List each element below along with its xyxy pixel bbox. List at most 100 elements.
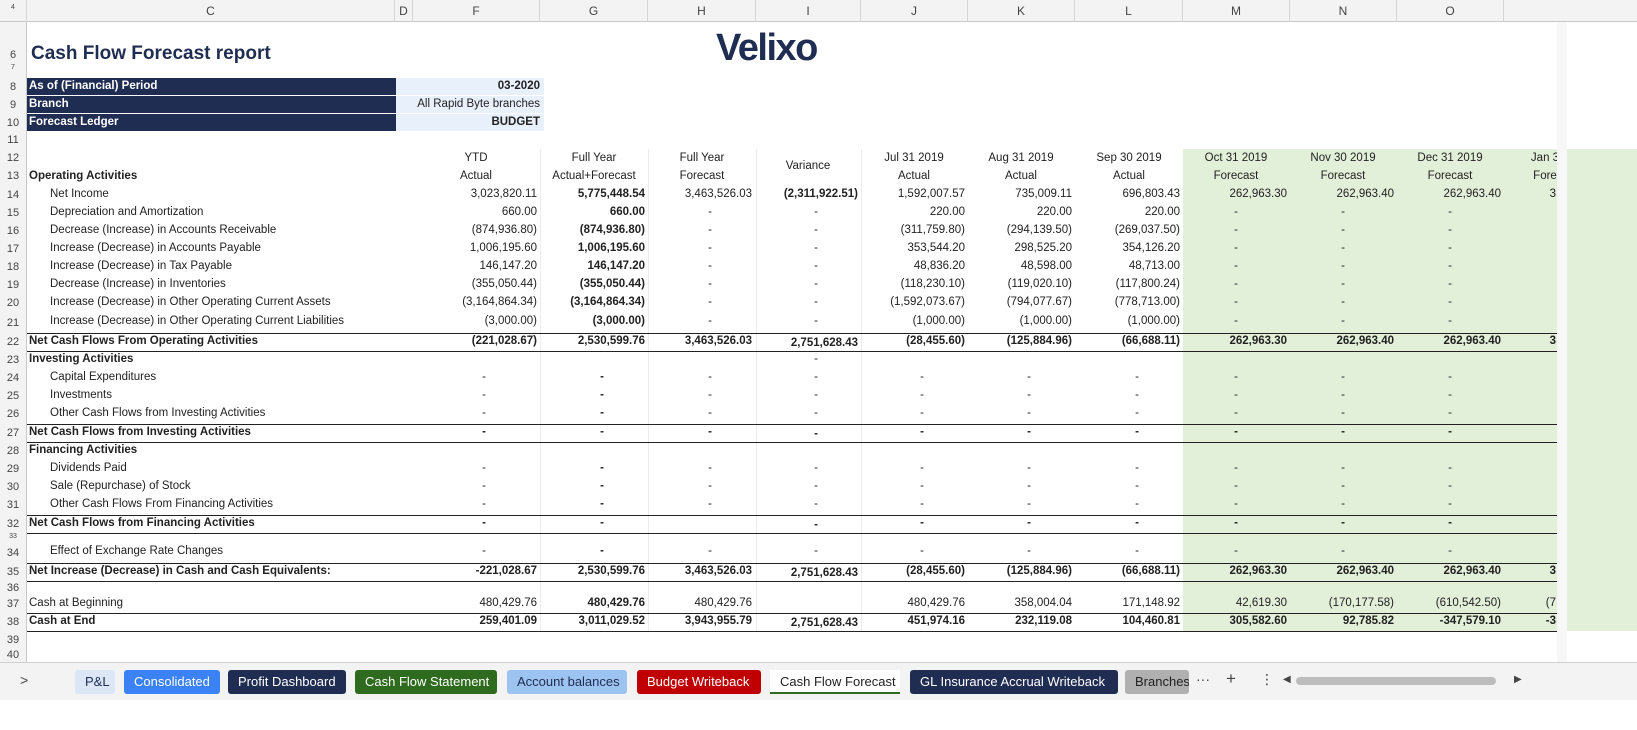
cell-g17[interactable]: 1,006,195.60 [577, 242, 645, 254]
cell-n17[interactable]: - [1341, 242, 1345, 254]
cell-n22[interactable]: 262,963.40 [1336, 335, 1394, 347]
cell-h16[interactable]: - [708, 224, 712, 236]
cell-i27[interactable]: - [814, 428, 818, 440]
cell-j20[interactable]: (1,592,073.67) [890, 296, 965, 308]
cell-g29[interactable]: - [600, 462, 604, 474]
row-number-36[interactable]: 36 [6, 582, 20, 594]
cell-i35[interactable]: 2,751,628.43 [790, 567, 858, 579]
cell-n34[interactable]: - [1341, 545, 1345, 557]
cell-g19[interactable]: (355,050.44) [579, 278, 645, 290]
cell-m14[interactable]: 262,963.30 [1229, 188, 1287, 200]
cell-h38[interactable]: 3,943,955.79 [684, 615, 752, 627]
cell-f17[interactable]: 1,006,195.60 [469, 242, 537, 254]
more-tabs-icon[interactable]: ··· [1196, 671, 1210, 687]
cell-l38[interactable]: 104,460.81 [1122, 615, 1180, 627]
cell-k15[interactable]: 220.00 [1036, 206, 1072, 218]
cell-j35[interactable]: (28,455.60) [906, 565, 965, 577]
cell-f29[interactable]: - [482, 462, 486, 474]
cell-j17[interactable]: 353,544.20 [907, 242, 965, 254]
cell-i30[interactable]: - [814, 480, 818, 492]
cell-n31[interactable]: - [1341, 498, 1345, 510]
row-number-17[interactable]: 17 [6, 243, 20, 255]
cell-m16[interactable]: - [1234, 224, 1238, 236]
cell-g16[interactable]: (874,936.80) [579, 224, 645, 236]
row-number-11[interactable]: 11 [7, 134, 19, 146]
cell-h20[interactable]: - [708, 296, 712, 308]
cell-m34[interactable]: - [1234, 545, 1238, 557]
cell-p37[interactable]: (7 [1545, 597, 1556, 609]
cell-k27[interactable]: - [1027, 426, 1031, 438]
cell-f15[interactable]: 660.00 [501, 206, 537, 218]
cell-j25[interactable]: - [920, 389, 924, 401]
cell-g30[interactable]: - [600, 480, 604, 492]
row-number-15[interactable]: 15 [6, 207, 20, 219]
cell-i31[interactable]: - [814, 498, 818, 510]
cell-g38[interactable]: 3,011,029.52 [578, 615, 645, 627]
row-number-21[interactable]: 21 [6, 317, 20, 329]
branch-value[interactable]: All Rapid Byte branches [396, 96, 544, 113]
cell-k16[interactable]: (294,139.50) [1006, 224, 1072, 236]
row-number-27[interactable]: 27 [6, 427, 20, 439]
cell-j30[interactable]: - [920, 480, 924, 492]
cell-g34[interactable]: - [600, 545, 604, 557]
cell-m19[interactable]: - [1234, 278, 1238, 290]
cell-h26[interactable]: - [708, 407, 712, 419]
row-number-23[interactable]: 23 [6, 354, 20, 366]
cell-h25[interactable]: - [708, 389, 712, 401]
cell-l18[interactable]: 48,713.00 [1128, 260, 1180, 272]
cell-n27[interactable]: - [1341, 426, 1345, 438]
cell-m22[interactable]: 262,963.30 [1229, 335, 1287, 347]
cell-j32[interactable]: - [920, 517, 924, 529]
cell-i26[interactable]: - [814, 407, 818, 419]
cell-k30[interactable]: - [1027, 480, 1031, 492]
cell-m21[interactable]: - [1234, 315, 1238, 327]
cell-n35[interactable]: 262,963.40 [1336, 565, 1394, 577]
cell-l19[interactable]: (117,800.24) [1115, 278, 1180, 290]
col-header-i[interactable]: I [756, 0, 861, 22]
cell-o34[interactable]: - [1448, 545, 1452, 557]
cell-o24[interactable]: - [1448, 371, 1452, 383]
row-number-24[interactable]: 24 [6, 372, 20, 384]
cell-k29[interactable]: - [1027, 462, 1031, 474]
cell-f16[interactable]: (874,936.80) [471, 224, 537, 236]
cell-i20[interactable]: - [814, 296, 818, 308]
cell-n16[interactable]: - [1341, 224, 1345, 236]
row-number-4[interactable]: 4 [11, 4, 15, 11]
cell-m17[interactable]: - [1234, 242, 1238, 254]
cell-f37[interactable]: 480,429.76 [479, 597, 537, 609]
cell-f21[interactable]: (3,000.00) [484, 315, 537, 327]
cell-g20[interactable]: (3,164,864.34) [570, 296, 645, 308]
cell-f34[interactable]: - [482, 545, 486, 557]
row-number-14[interactable]: 14 [6, 189, 20, 201]
cell-m18[interactable]: - [1234, 260, 1238, 272]
cell-f14[interactable]: 3,023,820.11 [470, 188, 537, 200]
cell-m25[interactable]: - [1234, 389, 1238, 401]
row-number-26[interactable]: 26 [6, 408, 20, 420]
row-number-25[interactable]: 25 [6, 390, 20, 402]
sheet-tab[interactable]: Account balances [507, 670, 627, 694]
cell-p38[interactable]: -3 [1545, 615, 1556, 627]
cell-j34[interactable]: - [920, 545, 924, 557]
cell-k22[interactable]: (125,884.96) [1006, 335, 1072, 347]
cell-o19[interactable]: - [1448, 278, 1452, 290]
row-number-22[interactable]: 22 [6, 336, 20, 348]
cell-g22[interactable]: 2,530,599.76 [577, 335, 645, 347]
cell-i25[interactable]: - [814, 389, 818, 401]
sheet-tab[interactable]: Consolidated [124, 670, 220, 694]
cell-m35[interactable]: 262,963.30 [1229, 565, 1287, 577]
row-number-31[interactable]: 31 [6, 499, 20, 511]
cell-n20[interactable]: - [1341, 296, 1345, 308]
cell-k20[interactable]: (794,077.67) [1006, 296, 1072, 308]
sheet-tab[interactable]: Cash Flow Statement [355, 670, 497, 694]
cell-o15[interactable]: - [1448, 206, 1452, 218]
cell-l32[interactable]: - [1135, 517, 1139, 529]
row-number-35[interactable]: 35 [6, 566, 20, 578]
cell-i18[interactable]: - [814, 260, 818, 272]
cell-g35[interactable]: 2,530,599.76 [577, 565, 645, 577]
cell-j19[interactable]: (118,230.10) [900, 278, 965, 290]
cell-i34[interactable]: - [814, 545, 818, 557]
cell-h22[interactable]: 3,463,526.03 [684, 335, 752, 347]
row-number-30[interactable]: 30 [6, 481, 20, 493]
cell-h14[interactable]: 3,463,526.03 [684, 188, 752, 200]
cell-i16[interactable]: - [814, 224, 818, 236]
